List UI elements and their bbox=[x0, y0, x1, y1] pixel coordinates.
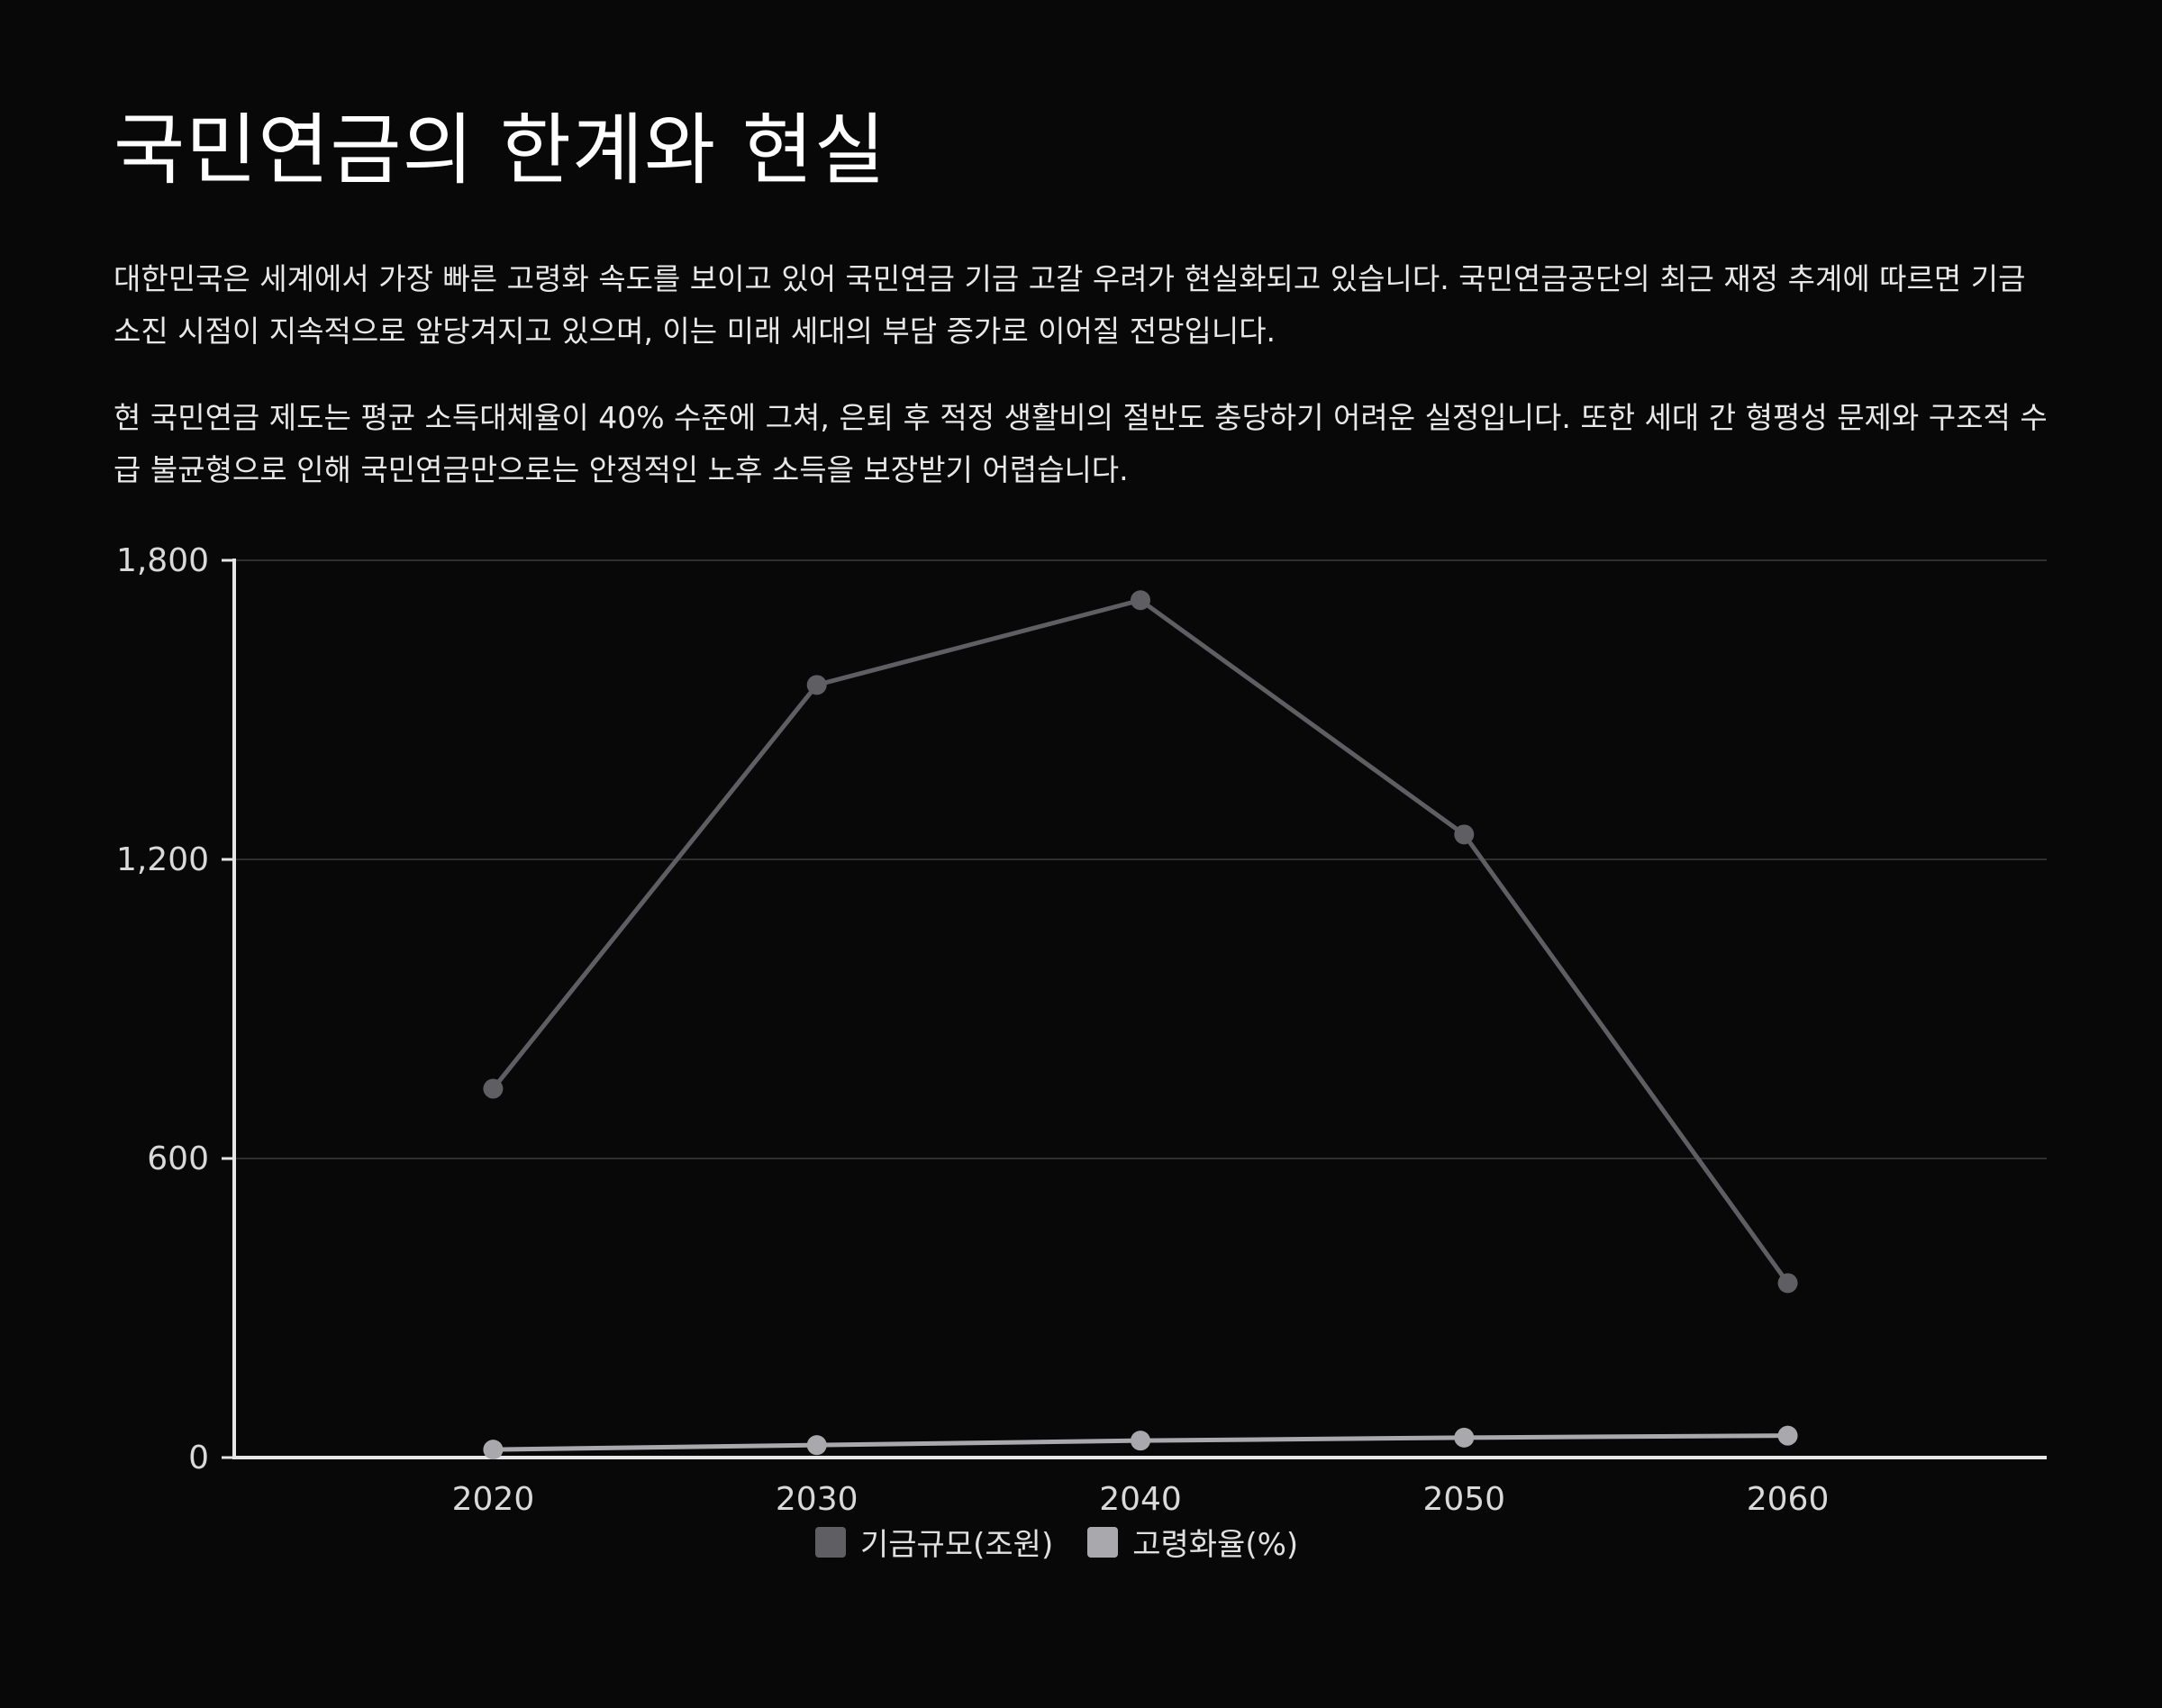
tick-labels: 0 600 1,200 1,800 2020 2030 2040 2050 2060 bbox=[116, 542, 1829, 1518]
series-0-point-1[interactable] bbox=[806, 675, 827, 695]
intro-paragraph-1: 대한민국은 세계에서 가장 빠른 고령화 속도를 보이고 있어 국민연금 기금 … bbox=[114, 261, 2026, 349]
x-tick-label-4: 2060 bbox=[1747, 1481, 1830, 1518]
series-1-point-4[interactable] bbox=[1777, 1425, 1798, 1446]
legend-label-fund: 기금규모(조원) bbox=[860, 1527, 1054, 1563]
series-layer bbox=[483, 590, 1798, 1460]
series-line-0 bbox=[490, 597, 1791, 1286]
legend-item-fund[interactable]: 기금규모(조원) bbox=[815, 1520, 1053, 1564]
axes bbox=[222, 559, 2047, 1459]
x-tick-label-1: 2030 bbox=[776, 1481, 858, 1518]
legend-swatch-aging bbox=[1087, 1526, 1119, 1558]
series-0-point-3[interactable] bbox=[1454, 824, 1475, 845]
series-1-point-3[interactable] bbox=[1454, 1427, 1475, 1448]
y-tick-label-0: 0 bbox=[188, 1440, 209, 1476]
y-tick-label-2: 1,200 bbox=[116, 841, 209, 878]
intro-paragraph-2: 현 국민연금 제도는 평균 소득대체율이 40% 수준에 그쳐, 은퇴 후 적정… bbox=[114, 400, 2048, 487]
chart-legend: 기금규모(조원) 고령화율(%) bbox=[815, 1520, 1298, 1564]
legend-swatch-fund bbox=[815, 1526, 846, 1558]
series-0-point-0[interactable] bbox=[483, 1078, 504, 1099]
x-tick-label-0: 2020 bbox=[452, 1481, 535, 1518]
y-tick-label-3: 1,800 bbox=[116, 542, 209, 579]
grid-lines bbox=[234, 559, 2047, 1159]
series-1-point-0[interactable] bbox=[483, 1440, 504, 1460]
x-tick-label-3: 2050 bbox=[1422, 1481, 1505, 1518]
x-tick-label-2: 2040 bbox=[1099, 1481, 1182, 1518]
legend-item-aging[interactable]: 고령화율(%) bbox=[1087, 1520, 1298, 1564]
series-0-point-4[interactable] bbox=[1777, 1273, 1798, 1294]
y-tick-label-1: 600 bbox=[147, 1140, 209, 1177]
legend-label-aging: 고령화율(%) bbox=[1132, 1527, 1299, 1563]
series-1-point-2[interactable] bbox=[1131, 1431, 1150, 1451]
series-0-point-2[interactable] bbox=[1131, 590, 1150, 611]
page-title: 국민연금의 한계와 현실 bbox=[114, 105, 886, 195]
series-1-point-1[interactable] bbox=[806, 1435, 827, 1456]
